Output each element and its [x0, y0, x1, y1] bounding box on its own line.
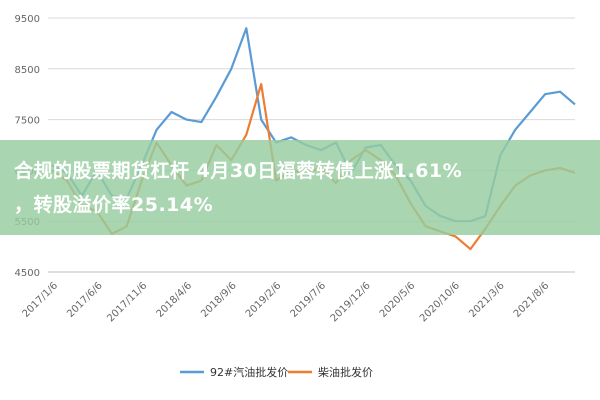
y-tick-label: 4500: [15, 268, 40, 279]
x-tick-label: 2018/4/6: [155, 280, 195, 320]
headline-line-1: 合规的股票期货杠杆 4月30日福蓉转债上涨1.61%: [14, 159, 463, 182]
x-tick-label: 2019/2/6: [244, 280, 284, 320]
x-tick-label: 2019/7/6: [289, 280, 329, 320]
x-tick-label: 2020/5/6: [378, 280, 418, 320]
legend-label-diesel: 柴油批发价: [318, 365, 373, 379]
y-tick-label: 8500: [15, 65, 40, 76]
x-tick-label: 2021/8/6: [512, 280, 552, 320]
x-tick-label: 2021/3/6: [467, 280, 507, 320]
x-tick-label: 2017/1/6: [21, 280, 61, 320]
x-tick-label: 2018/9/6: [199, 280, 239, 320]
headline-banner: 合规的股票期货杠杆 4月30日福蓉转债上涨1.61% ，转股溢价率25.14%: [0, 140, 600, 235]
y-tick-label: 7500: [15, 116, 40, 127]
y-tick-label: 9500: [15, 14, 40, 25]
x-tick-label: 2020/10/6: [418, 280, 462, 324]
x-tick-label: 2019/12/6: [329, 280, 373, 324]
legend-label-gasoline-92: 92#汽油批发价: [210, 365, 288, 379]
x-tick-label: 2017/6/6: [65, 280, 105, 320]
x-axis: 2017/1/6 2017/6/6 2017/11/6 2018/4/6 2018/9/…: [21, 280, 552, 324]
headline-line-2: ，转股溢价率25.14%: [14, 193, 214, 216]
legend: 92#汽油批发价 柴油批发价: [180, 365, 373, 379]
x-tick-label: 2017/11/6: [105, 280, 149, 324]
